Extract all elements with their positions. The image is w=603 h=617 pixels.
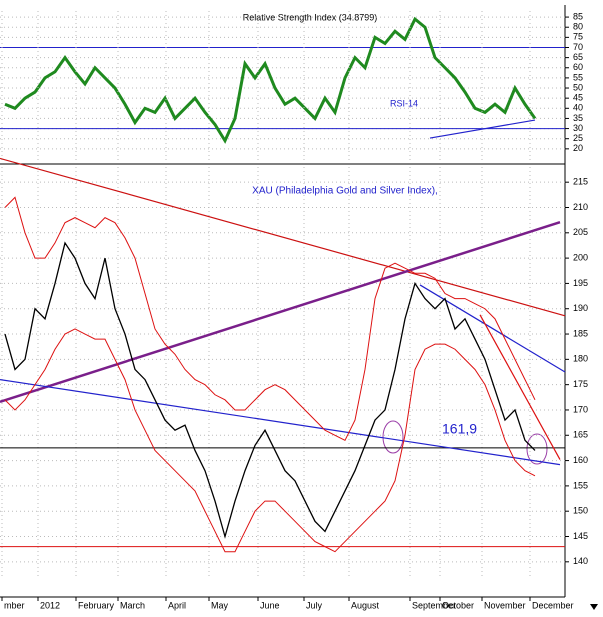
scroll-arrow [590,604,598,610]
x-tick-label: December [532,600,574,610]
x-tick-label: March [120,600,145,610]
price-title: XAU (Philadelphia Gold and Silver Index)… [252,186,438,197]
x-tick-label: April [168,600,186,610]
x-tick-label: February [78,600,115,610]
x-tick-label: 2012 [40,600,60,610]
x-tick-label: September [412,600,456,610]
y-tick-label: 205 [573,227,588,237]
y-tick-label: 70 [573,42,583,52]
y-tick-label: 160 [573,455,588,465]
y-tick-label: 215 [573,177,588,187]
y-tick-label: 175 [573,379,588,389]
trend-line [479,314,561,460]
y-tick-label: 210 [573,202,588,212]
y-tick-label: 65 [573,52,583,62]
rsi-annotation: RSI-14 [390,98,418,108]
y-tick-label: 170 [573,404,588,414]
y-tick-label: 75 [573,32,583,42]
trend-line [429,119,536,139]
band-line [4,328,536,553]
y-tick-label: 155 [573,480,588,490]
rsi-line [4,16,537,144]
trend-line [0,220,561,404]
y-tick-label: 20 [573,143,583,153]
y-tick-label: 30 [573,123,583,133]
price-line [4,241,536,539]
y-tick-label: 150 [573,506,588,516]
y-tick-label: 180 [573,354,588,364]
y-tick-label: 145 [573,531,588,541]
rsi-title: Relative Strength Index (34.8799) [243,12,378,22]
y-tick-label: 195 [573,278,588,288]
y-tick-label: 165 [573,430,588,440]
x-tick-label: August [351,600,380,610]
y-tick-label: 190 [573,303,588,313]
y-tick-label: 85 [573,11,583,21]
trend-line [0,157,566,317]
x-tick-label: mber [4,600,25,610]
x-tick-label: May [211,600,229,610]
price-annotation: 161,9 [442,421,477,437]
y-tick-label: 50 [573,82,583,92]
y-tick-label: 25 [573,133,583,143]
highlight-circle [382,420,404,454]
x-tick-label: November [484,600,526,610]
y-tick-label: 185 [573,328,588,338]
y-tick-label: 55 [573,72,583,82]
x-tick-label: June [260,600,280,610]
trend-line [0,378,561,466]
x-tick-label: July [306,600,323,610]
y-tick-label: 45 [573,93,583,103]
y-tick-label: 60 [573,62,583,72]
highlight-circle [526,433,548,465]
y-tick-label: 80 [573,22,583,32]
y-tick-label: 40 [573,103,583,113]
y-tick-label: 140 [573,556,588,566]
band-line [4,196,536,442]
y-tick-label: 35 [573,113,583,123]
y-tick-label: 200 [573,252,588,262]
x-tick-label: October [442,600,474,610]
